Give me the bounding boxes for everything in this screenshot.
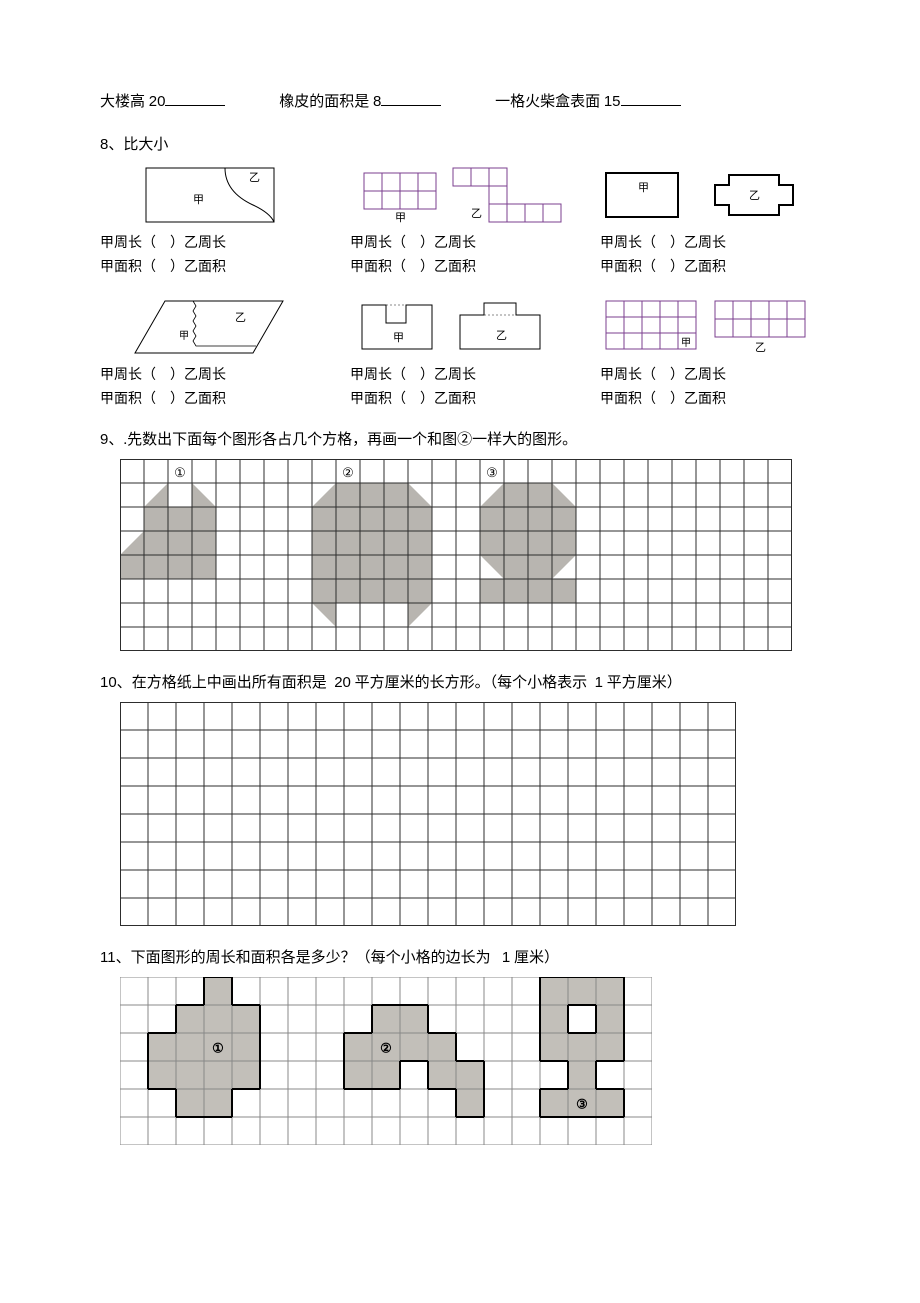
- figure-two-grids-2: 甲 乙: [600, 296, 820, 358]
- label: 甲周长（: [600, 236, 656, 251]
- value: 1: [595, 674, 603, 691]
- compare-cell: 甲 乙 甲周长（ ）乙周长 甲面积（ ）乙面积: [600, 296, 820, 412]
- question-text: 平方厘米）: [607, 675, 682, 691]
- label: 甲周长（: [350, 368, 406, 383]
- svg-text:②: ②: [380, 1041, 392, 1056]
- fill-value: 8: [373, 93, 381, 110]
- blank-line[interactable]: [165, 90, 225, 106]
- blank-line[interactable]: [381, 90, 441, 106]
- fill-value: 15: [604, 93, 621, 110]
- figure-two-grids: 甲 乙: [350, 164, 570, 226]
- question-text: 厘米）: [514, 950, 559, 966]
- label: 甲面积（: [350, 260, 406, 275]
- svg-text:乙: 乙: [471, 207, 482, 220]
- label: 甲周长（: [100, 368, 156, 383]
- fill-label: 大楼高: [100, 94, 145, 110]
- svg-text:甲: 甲: [393, 332, 404, 344]
- figure-rect-curve: 甲 乙: [100, 164, 320, 226]
- compare-cell: 甲 乙 甲周长（ ）乙周长 甲面积（ ）乙面积: [350, 296, 570, 412]
- label: ）乙面积: [170, 392, 226, 407]
- question-number: 9、: [100, 431, 123, 448]
- svg-text:乙: 乙: [755, 341, 766, 354]
- label: 甲周长（: [100, 236, 156, 251]
- label: ）乙周长: [670, 368, 726, 383]
- fill-label: 橡皮的面积是: [279, 94, 369, 110]
- compare-cell: 甲 乙 甲周长（ ）乙周长 甲面积（ ）乙面积: [100, 164, 320, 280]
- fill-label: 一格火柴盒表面: [495, 94, 600, 110]
- value: 1: [502, 949, 510, 966]
- label: ）乙面积: [670, 392, 726, 407]
- question-text: 平方厘米的长方形。（每个小格表示: [355, 675, 588, 691]
- question-11: 11、下面图形的周长和面积各是多少？（每个小格的边长为 1 厘米）: [100, 946, 820, 967]
- label: 甲面积（: [600, 392, 656, 407]
- question-number: 11、: [100, 949, 131, 966]
- value: 20: [334, 674, 351, 691]
- label: 甲周长（: [600, 368, 656, 383]
- label: ）乙周长: [170, 368, 226, 383]
- figure-notched-rects: 甲 乙: [350, 296, 570, 358]
- svg-text:甲: 甲: [638, 182, 649, 194]
- question-title: 比大小: [123, 137, 168, 153]
- question-number: 10、: [100, 674, 132, 691]
- svg-text:乙: 乙: [235, 311, 246, 324]
- question-text: 下面图形的周长和面积各是多少？（每个小格的边长为: [131, 950, 491, 966]
- fill-item-building: 大楼高 20: [100, 90, 225, 111]
- label: ）乙周长: [420, 368, 476, 383]
- figure-square-cross: 甲 乙: [600, 164, 820, 226]
- fill-in-blanks-row: 大楼高 20 橡皮的面积是 8 一格火柴盒表面 15: [100, 90, 820, 111]
- svg-text:①: ①: [174, 465, 186, 480]
- compare-cell: 甲 乙 甲周长（ ）乙周长 甲面积（ ）乙面积: [600, 164, 820, 280]
- question-text: .先数出下面每个图形各占几个方格，再画一个和图②一样大的图形。: [123, 432, 577, 448]
- question-9: 9、.先数出下面每个图形各占几个方格，再画一个和图②一样大的图形。: [100, 428, 820, 449]
- label: ）乙周长: [420, 236, 476, 251]
- svg-text:③: ③: [486, 465, 498, 480]
- q10-grid[interactable]: [120, 702, 820, 926]
- question-text: 在方格纸上中画出所有面积是: [132, 675, 327, 691]
- svg-text:甲: 甲: [395, 212, 406, 224]
- svg-text:②: ②: [342, 465, 354, 480]
- fill-item-eraser: 橡皮的面积是 8: [279, 90, 441, 111]
- question-number: 8、: [100, 136, 123, 153]
- figure-parallelogram: 甲 乙: [100, 296, 320, 358]
- label: 甲周长（: [350, 236, 406, 251]
- blank-line[interactable]: [621, 90, 681, 106]
- label: ）乙面积: [420, 260, 476, 275]
- q11-grid: ① ② ③: [120, 977, 820, 1145]
- compare-row-2: 甲 乙 甲周长（ ）乙周长 甲面积（ ）乙面积 甲 乙 甲周长（ ）: [100, 296, 820, 412]
- compare-row-1: 甲 乙 甲周长（ ）乙周长 甲面积（ ）乙面积 甲: [100, 164, 820, 280]
- label: 甲面积（: [100, 392, 156, 407]
- question-10: 10、在方格纸上中画出所有面积是 20 平方厘米的长方形。（每个小格表示 1 平…: [100, 671, 820, 692]
- label: 甲面积（: [600, 260, 656, 275]
- svg-text:甲: 甲: [179, 331, 189, 342]
- q9-grid: ① ② ③: [120, 459, 820, 651]
- label: ）乙面积: [170, 260, 226, 275]
- label: 甲面积（: [350, 392, 406, 407]
- label: ）乙周长: [670, 236, 726, 251]
- svg-text:③: ③: [576, 1097, 588, 1112]
- label: ）乙面积: [420, 392, 476, 407]
- label: 甲面积（: [100, 260, 156, 275]
- question-8: 8、比大小: [100, 133, 820, 154]
- svg-text:乙: 乙: [496, 329, 507, 342]
- fill-value: 20: [149, 93, 166, 110]
- label: ）乙周长: [170, 236, 226, 251]
- svg-text:乙: 乙: [749, 189, 760, 202]
- svg-text:甲: 甲: [681, 338, 691, 349]
- fill-item-matchbox: 一格火柴盒表面 15: [495, 90, 680, 111]
- svg-text:甲: 甲: [193, 194, 204, 206]
- svg-text:①: ①: [212, 1041, 224, 1056]
- label: ）乙面积: [670, 260, 726, 275]
- svg-text:乙: 乙: [249, 171, 260, 184]
- compare-cell: 甲 乙 甲周长（ ）乙周长 甲面积（ ）乙面积: [350, 164, 570, 280]
- compare-cell: 甲 乙 甲周长（ ）乙周长 甲面积（ ）乙面积: [100, 296, 320, 412]
